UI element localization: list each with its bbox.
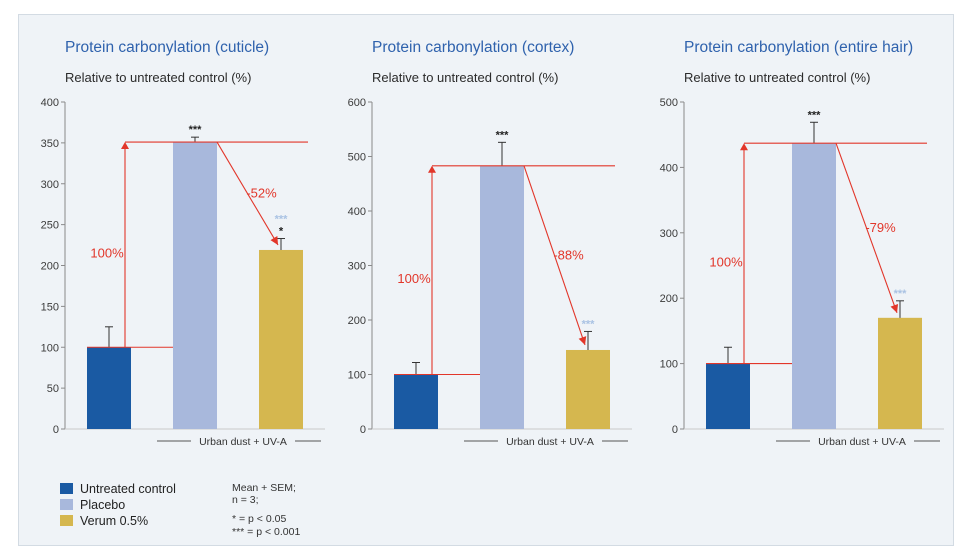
y-tick-label: 200: [41, 261, 59, 273]
bar-verum: [878, 317, 922, 429]
chart-title-1: Protein carbonylation (cortex): [372, 39, 574, 56]
increase-label: 100%: [397, 271, 431, 286]
significance-mark: ***: [808, 109, 822, 121]
y-tick-label: 200: [348, 315, 366, 327]
y-tick-label: 100: [660, 359, 678, 371]
y-tick-label: 100: [348, 370, 366, 382]
significance-mark: *: [279, 226, 284, 238]
note-mean-sem: Mean + SEM;: [232, 482, 296, 494]
increase-arrow-head: [428, 165, 436, 173]
y-tick-label: 0: [360, 424, 366, 436]
y-tick-label: 400: [660, 162, 678, 174]
significance-mark: ***: [189, 124, 203, 136]
group-label: Urban dust + UV-A: [506, 436, 594, 448]
note-n: n = 3;: [232, 494, 259, 506]
chart-subtitle-0: Relative to untreated control (%): [65, 70, 251, 85]
change-label: -88%: [553, 247, 584, 262]
y-tick-label: 500: [660, 97, 678, 109]
bar-placebo: [173, 142, 217, 429]
legend: Untreated control Placebo Verum 0.5%: [60, 482, 176, 528]
y-tick-label: 400: [41, 97, 59, 109]
y-tick-label: 350: [41, 138, 59, 150]
bar-placebo: [480, 165, 524, 429]
significance-mark-light: ***: [275, 214, 289, 226]
chart-subtitle-1: Relative to untreated control (%): [372, 70, 558, 85]
y-tick-label: 600: [348, 97, 366, 109]
y-tick-label: 500: [348, 152, 366, 164]
y-tick-label: 400: [348, 206, 366, 218]
y-tick-label: 300: [660, 228, 678, 240]
change-label: -79%: [865, 220, 896, 235]
chart-title-0: Protein carbonylation (cuticle): [65, 39, 269, 56]
decrease-arrow-shaft: [523, 165, 586, 346]
decrease-arrow-shaft: [835, 143, 898, 314]
decrease-arrow-head: [578, 336, 587, 345]
legend-label-placebo: Placebo: [80, 498, 125, 512]
bar-untreated: [706, 363, 750, 429]
note-p0001: *** = p < 0.001: [232, 526, 300, 538]
legend-swatch-placebo: [60, 499, 73, 510]
note-p005: * = p < 0.05: [232, 513, 286, 525]
change-label: -52%: [246, 186, 277, 201]
bar-verum: [566, 349, 610, 429]
increase-arrow-head: [740, 143, 748, 151]
y-tick-label: 300: [348, 261, 366, 273]
y-tick-label: 0: [672, 424, 678, 436]
y-tick-label: 150: [41, 301, 59, 313]
bar-verum: [259, 249, 303, 429]
legend-label-untreated: Untreated control: [80, 482, 176, 496]
bar-untreated: [394, 374, 438, 429]
significance-mark: ***: [496, 129, 510, 141]
increase-arrow-head: [121, 142, 129, 150]
chart-subtitle-2: Relative to untreated control (%): [684, 70, 870, 85]
bar-placebo: [792, 143, 836, 429]
group-label: Urban dust + UV-A: [199, 436, 287, 448]
y-tick-label: 100: [41, 342, 59, 354]
y-tick-label: 250: [41, 220, 59, 232]
y-tick-label: 0: [53, 424, 59, 436]
y-tick-label: 200: [660, 293, 678, 305]
increase-label: 100%: [709, 254, 743, 269]
decrease-arrow-head: [270, 236, 278, 245]
decrease-arrow-head: [890, 303, 899, 313]
stats-notes: Mean + SEM; n = 3; * = p < 0.05 *** = p …: [232, 482, 300, 538]
bar-untreated: [87, 347, 131, 429]
y-tick-label: 50: [47, 383, 59, 395]
decrease-arrow-shaft: [216, 141, 279, 246]
y-tick-label: 300: [41, 179, 59, 191]
significance-mark-light: ***: [582, 318, 596, 330]
legend-label-verum: Verum 0.5%: [80, 514, 148, 528]
significance-mark-light: ***: [894, 288, 908, 300]
chart-title-2: Protein carbonylation (entire hair): [684, 39, 913, 56]
increase-label: 100%: [90, 246, 124, 261]
legend-swatch-verum: [60, 515, 73, 526]
group-label: Urban dust + UV-A: [818, 436, 906, 448]
legend-swatch-untreated: [60, 483, 73, 494]
